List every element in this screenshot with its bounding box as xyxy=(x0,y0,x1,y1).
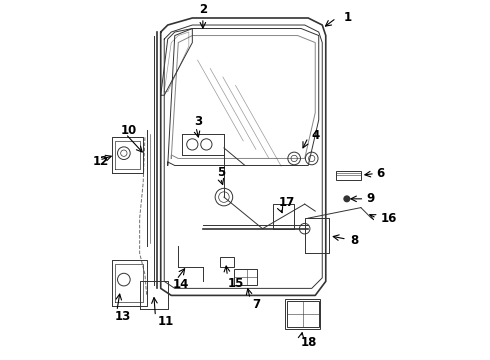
Text: 13: 13 xyxy=(115,310,131,323)
Bar xyxy=(285,299,320,329)
Text: 8: 8 xyxy=(350,234,359,247)
Text: 18: 18 xyxy=(301,336,318,349)
Circle shape xyxy=(344,196,350,202)
Text: 2: 2 xyxy=(199,3,207,16)
Text: 1: 1 xyxy=(343,12,351,24)
Text: 9: 9 xyxy=(366,192,374,205)
Text: 7: 7 xyxy=(252,298,260,311)
Text: 3: 3 xyxy=(194,115,202,128)
Text: 6: 6 xyxy=(377,167,385,180)
Text: 16: 16 xyxy=(380,212,396,225)
Bar xyxy=(235,269,257,285)
Text: 4: 4 xyxy=(312,129,320,142)
Text: 15: 15 xyxy=(227,276,244,289)
Bar xyxy=(287,301,318,327)
Bar xyxy=(220,257,235,267)
Text: 14: 14 xyxy=(173,278,190,291)
Text: 12: 12 xyxy=(92,156,108,168)
Text: 11: 11 xyxy=(157,315,173,328)
Bar xyxy=(336,171,361,180)
Text: 17: 17 xyxy=(278,196,294,209)
Text: 10: 10 xyxy=(121,124,137,137)
Text: 5: 5 xyxy=(217,166,225,179)
